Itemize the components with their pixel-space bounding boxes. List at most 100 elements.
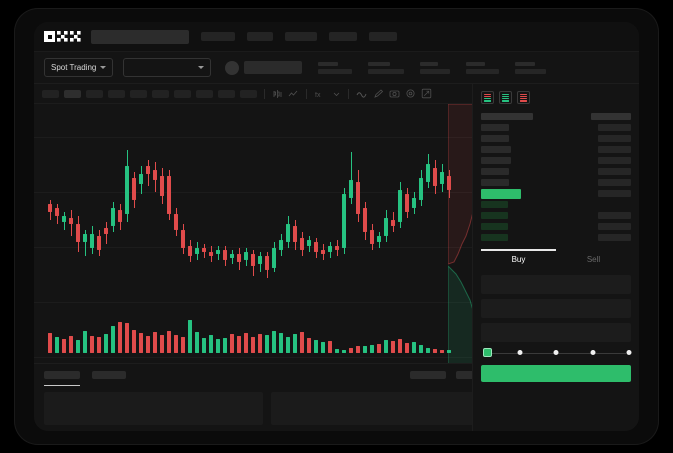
orderbook-row[interactable] (481, 166, 631, 177)
orderbook-row[interactable] (481, 122, 631, 133)
bottom-action-1[interactable] (410, 371, 446, 379)
order-entry-fields (473, 269, 639, 342)
positions-panel[interactable] (271, 392, 490, 425)
bottom-tab-1[interactable] (44, 371, 80, 386)
volume-bar (237, 336, 241, 353)
candle-body (286, 224, 290, 242)
trading-mode-dropdown[interactable]: Spot Trading (44, 58, 114, 77)
candle (188, 240, 192, 262)
nav-item-1[interactable] (201, 32, 235, 41)
volume-bar (167, 331, 171, 353)
fullscreen-icon[interactable] (421, 88, 432, 99)
stat-last-price-value (318, 68, 353, 74)
stat-24h-change (368, 61, 405, 74)
timeframe-button-2[interactable] (64, 89, 81, 98)
gridline-2 (34, 192, 500, 193)
timeframe-button-4[interactable] (108, 89, 125, 98)
total-field[interactable] (481, 323, 631, 342)
candle-body (293, 226, 297, 242)
candle (447, 170, 451, 198)
nav-item-2[interactable] (247, 32, 273, 41)
volume-bar (391, 341, 395, 353)
timeframe-button-9[interactable] (218, 89, 235, 98)
orderbook-view-bids-icon[interactable] (499, 91, 512, 104)
stat-24h-change-label (368, 61, 391, 66)
orderbook-row[interactable] (481, 188, 631, 199)
candle (97, 230, 101, 256)
orderbook-row[interactable] (481, 210, 631, 221)
orderbook-view-asks-icon[interactable] (517, 91, 530, 104)
candle (160, 168, 164, 204)
slider-stop-75[interactable] (590, 350, 595, 355)
timeframe-button-6[interactable] (152, 89, 169, 98)
camera-icon[interactable] (389, 88, 400, 99)
candle-body (440, 172, 444, 184)
candle (321, 244, 325, 260)
slider-handle[interactable] (483, 348, 492, 357)
orderbook-row[interactable] (481, 133, 631, 144)
candle-body (90, 234, 94, 248)
timeframe-button-7[interactable] (174, 89, 191, 98)
candle-body (202, 248, 206, 252)
candle-body (377, 236, 381, 242)
candle (251, 250, 255, 276)
candle-body (412, 198, 416, 208)
submit-order-button[interactable] (481, 365, 631, 382)
settings-gear-icon[interactable] (405, 88, 416, 99)
nav-search-input[interactable] (91, 29, 189, 44)
orderbook-row[interactable] (481, 232, 631, 243)
amount-slider[interactable] (483, 348, 632, 358)
candlestick-icon[interactable] (272, 89, 283, 99)
orderbook-price-cell (481, 179, 509, 186)
timeframe-button-10[interactable] (240, 89, 257, 98)
pencil-icon[interactable] (373, 88, 384, 99)
candle-body (356, 182, 360, 214)
price-chart-area[interactable] (34, 104, 500, 363)
timeframe-button-3[interactable] (86, 89, 103, 98)
timeframe-button-5[interactable] (130, 89, 147, 98)
indicators-icon[interactable]: fx (314, 89, 327, 99)
nav-item-3[interactable] (285, 32, 317, 41)
candle-body (272, 248, 276, 268)
volume-bar (328, 341, 332, 353)
slider-stop-25[interactable] (517, 350, 522, 355)
candle (440, 164, 444, 192)
pair-select-dropdown[interactable] (123, 58, 212, 77)
orderbook-row[interactable] (481, 155, 631, 166)
slider-stop-50[interactable] (553, 350, 559, 355)
orders-panel[interactable] (44, 392, 263, 425)
volume-bar (55, 337, 59, 353)
chevron-down-icon[interactable] (332, 89, 341, 99)
candle-body (419, 178, 423, 200)
orderbook-row[interactable] (481, 221, 631, 232)
timeframe-button-8[interactable] (196, 89, 213, 98)
bottom-tab-2[interactable] (92, 371, 126, 379)
nav-item-4[interactable] (329, 32, 357, 41)
line-chart-icon[interactable] (288, 89, 299, 99)
slider-stop-100[interactable] (626, 350, 632, 355)
wave-icon[interactable] (356, 89, 368, 99)
toolbar-divider (348, 88, 349, 99)
candle (328, 242, 332, 258)
volume-bar (377, 344, 381, 353)
orderbook-price-cell (481, 146, 511, 153)
volume-bar (258, 334, 262, 353)
candle (83, 230, 87, 256)
orderbook-row[interactable] (481, 144, 631, 155)
coin-avatar (225, 60, 240, 75)
candle (272, 242, 276, 272)
orderbook-row[interactable] (481, 177, 631, 188)
candle (293, 220, 297, 250)
orderbook-view-both-icon[interactable] (481, 91, 494, 104)
order-tab-sell[interactable]: Sell (586, 255, 601, 264)
candle (412, 192, 416, 214)
orderbook-row[interactable] (481, 199, 631, 210)
candle-body (251, 254, 255, 266)
amount-field[interactable] (481, 299, 631, 318)
nav-item-5[interactable] (369, 32, 397, 41)
okx-logo[interactable] (44, 31, 81, 42)
price-field[interactable] (481, 275, 631, 294)
order-tab-buy[interactable]: Buy (481, 249, 556, 269)
timeframe-button-1[interactable] (42, 89, 59, 98)
candle-body (307, 240, 311, 246)
